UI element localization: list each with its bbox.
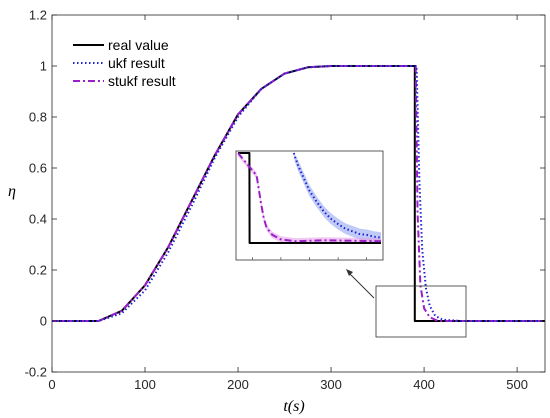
x-tick-label: 500	[506, 377, 528, 392]
inset-plot	[235, 150, 384, 261]
inset-series-line-stukf-result	[237, 152, 382, 243]
series-line-stukf-result	[52, 65, 545, 322]
y-tick-label: 0.4	[29, 212, 47, 227]
x-tick-label: 400	[413, 377, 435, 392]
series-layer	[52, 65, 545, 322]
y-axis-label: η	[8, 183, 16, 200]
y-tick-label: 1	[40, 59, 47, 74]
y-tick-label: 1.2	[29, 8, 47, 23]
x-axis-label: t(s)	[283, 398, 304, 415]
y-tick-label: 0.6	[29, 161, 47, 176]
zoom-arrow-head	[346, 269, 353, 276]
y-tick-label: 0.2	[29, 263, 47, 278]
legend-label-real: real value	[108, 37, 169, 53]
y-tick-label: 0	[40, 314, 47, 329]
x-tick-label: 200	[227, 377, 249, 392]
ticks-layer: 0 100 200 300 400 500-0.200.20.40.60.811.2	[25, 8, 545, 392]
inset-series-layer	[237, 152, 382, 260]
x-tick-label: 100	[134, 377, 156, 392]
legend: real value ukf result stukf result	[73, 37, 176, 89]
inset-series-line-ukf-result	[292, 152, 382, 239]
series-line-ukf-result	[52, 65, 545, 322]
zoom-region-box	[375, 285, 467, 338]
inset-ukf-uncertainty-band	[293, 153, 381, 243]
legend-label-stukf: stukf result	[108, 73, 176, 89]
plot-frame	[51, 14, 546, 373]
zoom-arrow-line	[348, 272, 375, 299]
x-tick-label: 0	[48, 377, 55, 392]
x-tick-label: 300	[320, 377, 342, 392]
y-tick-label: 0.8	[29, 110, 47, 125]
inset-series-line-real-value	[238, 152, 381, 244]
legend-label-ukf: ukf result	[108, 55, 165, 71]
y-tick-label: -0.2	[25, 365, 47, 380]
